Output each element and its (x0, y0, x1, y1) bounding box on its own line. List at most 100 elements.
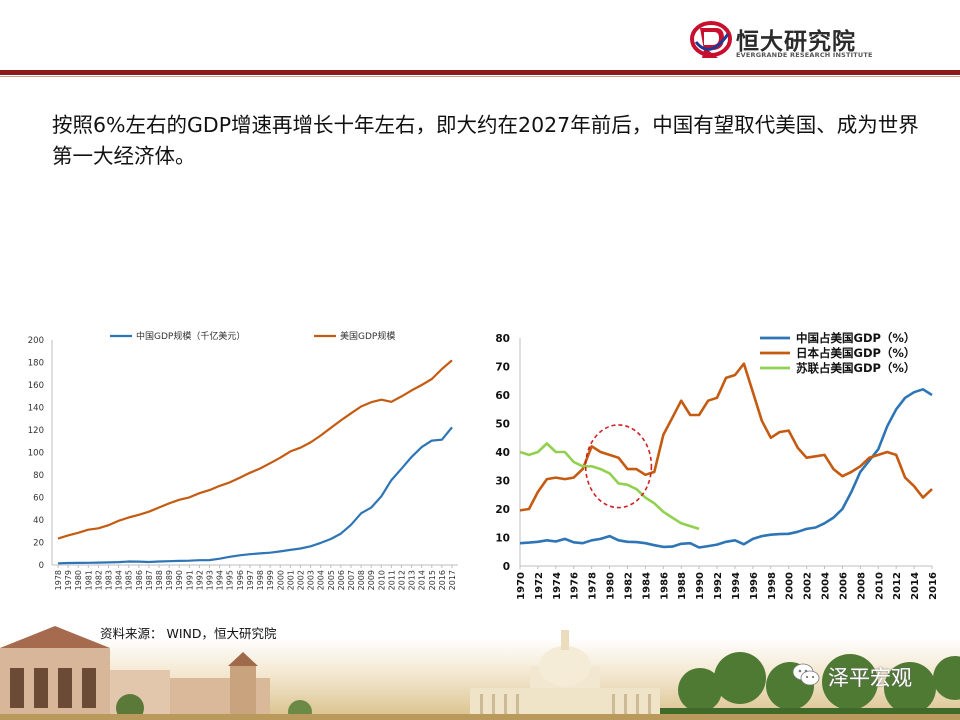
x-tick-label: 1990 (175, 570, 184, 590)
x-tick-label: 1984 (115, 570, 124, 590)
x-tick-label: 2017 (448, 570, 457, 590)
x-tick-label: 2006 (838, 572, 849, 600)
legend-label-3: 苏联占美国GDP（%） (796, 361, 915, 375)
y-tick-label: 180 (28, 359, 44, 369)
x-tick-label: 2001 (286, 570, 295, 590)
y-tick-label: 0 (39, 561, 44, 571)
header-divider (0, 70, 960, 75)
x-tick-label: 2013 (408, 570, 417, 590)
x-tick-label: 1970 (516, 572, 527, 600)
y-tick-label: 20 (495, 504, 510, 516)
annotation-ellipse (584, 424, 653, 509)
x-tick-label: 1988 (155, 570, 164, 590)
x-tick-label: 1998 (767, 572, 778, 600)
logo-english-text: EVERGRANDE RESEARCH INSTITUTE (736, 51, 873, 59)
x-tick-label: 1974 (552, 572, 563, 600)
x-tick-label: 2005 (327, 570, 336, 590)
x-tick-label: 2016 (438, 570, 447, 590)
x-tick-label: 1980 (606, 572, 617, 600)
x-tick-label: 1976 (570, 572, 581, 600)
watermark-text: 泽平宏观 (828, 666, 912, 690)
x-tick-label: 1983 (105, 570, 114, 590)
x-tick-label: 2002 (803, 572, 814, 600)
legend-label-2: 美国GDP规模 (340, 330, 395, 342)
y-tick-label: 70 (495, 362, 510, 374)
x-tick-label: 2012 (892, 572, 903, 600)
x-tick-label: 1978 (588, 572, 599, 600)
x-tick-label: 2000 (785, 572, 796, 600)
x-tick-label: 2007 (347, 570, 356, 590)
x-tick-label: 1994 (216, 570, 225, 590)
x-tick-label: 1990 (695, 572, 706, 600)
x-tick-label: 2015 (428, 570, 437, 590)
logo-chinese-text: 恒大研究院 (736, 29, 856, 55)
x-tick-label: 1978 (54, 570, 63, 590)
legend-label-1: 中国GDP规模（千亿美元） (136, 330, 245, 342)
series-line-2 (519, 362, 933, 512)
x-tick-label: 2010 (874, 572, 885, 600)
x-tick-label: 2006 (337, 570, 346, 590)
y-tick-label: 30 (495, 476, 510, 488)
x-tick-label: 1982 (94, 570, 103, 590)
y-tick-label: 140 (28, 404, 44, 414)
x-tick-label: 2003 (307, 570, 316, 590)
y-tick-label: 200 (28, 336, 44, 346)
source-note: 资料来源： WIND，恒大研究院 (100, 626, 277, 641)
x-tick-label: 1985 (125, 570, 134, 590)
series-line-2 (57, 359, 453, 540)
x-tick-label: 2012 (397, 570, 406, 590)
y-tick-label: 80 (33, 471, 44, 481)
x-tick-label: 1997 (246, 570, 255, 590)
y-tick-label: 50 (495, 419, 510, 431)
y-tick-label: 40 (495, 447, 510, 459)
x-tick-label: 2014 (910, 572, 921, 600)
x-tick-label: 1999 (266, 570, 275, 590)
legend-label-1: 中国占美国GDP（%） (796, 331, 915, 345)
gdp-ratio-chart: 0 10 20 30 40 50 60 70 80 1970 1972 1974 1976 1978 198… (495, 331, 939, 600)
headline-text: 按照6%左右的GDP增速再增长十年左右，即大约在2027年前后，中国有望取代美国… (52, 113, 919, 168)
x-tick-label: 2014 (418, 570, 427, 590)
x-tick-label: 2002 (296, 570, 305, 590)
x-tick-label: 1992 (195, 570, 204, 590)
x-tick-label: 2008 (357, 570, 366, 590)
y-tick-label: 40 (33, 516, 44, 526)
x-tick-label: 1991 (185, 570, 194, 590)
x-tick-label: 1988 (677, 572, 688, 600)
brand-logo: 恒大研究院 EVERGRANDE RESEARCH INSTITUTE (690, 20, 880, 60)
x-tick-label: 1993 (206, 570, 215, 590)
x-tick-label: 2011 (387, 570, 396, 590)
series-line-1 (57, 426, 453, 565)
y-tick-label: 80 (495, 333, 510, 345)
x-tick-label: 1980 (74, 570, 83, 590)
x-tick-label: 1995 (226, 570, 235, 590)
x-tick-label: 1996 (749, 572, 760, 600)
x-tick-label: 2010 (377, 570, 386, 590)
legend-label-2: 日本占美国GDP（%） (796, 346, 915, 360)
y-tick-label: 20 (33, 539, 44, 549)
x-tick-label: 1998 (256, 570, 265, 590)
evergrande-logo-icon (690, 21, 732, 58)
y-tick-label: 0 (503, 561, 510, 573)
series-line-3 (519, 442, 700, 531)
x-tick-label: 1986 (659, 572, 670, 600)
x-tick-label: 2008 (856, 572, 867, 600)
x-tick-label: 2016 (928, 572, 939, 600)
series-line-1 (519, 388, 933, 549)
y-tick-label: 60 (495, 390, 510, 402)
x-tick-label: 1996 (236, 570, 245, 590)
x-tick-label: 1987 (145, 570, 154, 590)
x-tick-label: 1992 (713, 572, 724, 600)
wechat-icon (792, 663, 820, 686)
x-tick-label: 1972 (534, 572, 545, 600)
x-tick-label: 2000 (276, 570, 285, 590)
header-divider-thin (0, 76, 960, 77)
y-tick-label: 160 (28, 381, 44, 391)
y-tick-label: 10 (495, 533, 510, 545)
x-tick-label: 2004 (821, 572, 832, 600)
y-tick-label: 60 (33, 494, 44, 504)
x-tick-label: 1994 (731, 572, 742, 600)
x-tick-label: 1982 (623, 572, 634, 600)
x-tick-label: 1989 (165, 570, 174, 590)
watermark: 泽平宏观 (792, 662, 942, 692)
